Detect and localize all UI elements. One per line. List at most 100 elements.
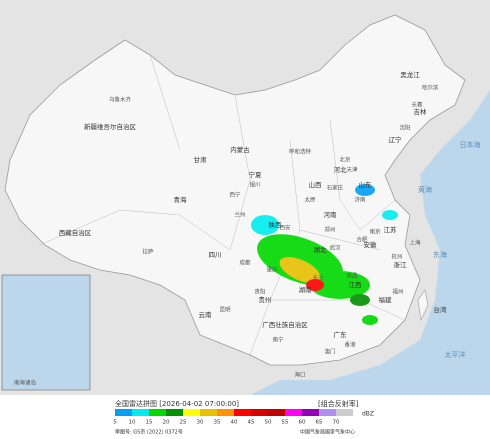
map-label: 银川 <box>249 181 260 189</box>
map-label: 合肥 <box>356 236 368 244</box>
map-label: 香港 <box>344 341 356 349</box>
map-label: 乌鲁木齐 <box>109 96 132 104</box>
map-label: 长沙 <box>312 274 324 282</box>
legend-swatch <box>302 409 319 416</box>
legend-swatch <box>149 409 166 416</box>
map-label: 河北 <box>334 166 348 174</box>
map-label: 青海 <box>174 195 188 204</box>
legend-swatch <box>268 409 285 416</box>
map-label: 上海 <box>409 239 421 247</box>
legend-tick-label: 35 <box>214 420 221 426</box>
legend-tick-label: 60 <box>299 420 306 426</box>
map-label: 江苏 <box>384 225 398 234</box>
footer-left: 审图号: GS京 (2022) 0372号 <box>115 429 183 436</box>
legend-tick-label: 15 <box>146 420 153 426</box>
legend-swatch <box>166 409 183 416</box>
legend-unit: dBZ <box>362 411 374 418</box>
map-label: 太原 <box>304 196 316 204</box>
map-label: 拉萨 <box>142 248 154 256</box>
map-label: 湖南 <box>299 285 313 294</box>
map-label: 台湾 <box>434 305 448 314</box>
map-label: 哈尔滨 <box>422 84 439 92</box>
map-label: 贵阳 <box>254 288 265 296</box>
map-label: 南京 <box>369 228 381 236</box>
map-label: 安徽 <box>364 240 378 249</box>
legend-swatch <box>115 409 132 416</box>
map-label: 呼和浩特 <box>289 148 312 156</box>
map-label: 昆明 <box>219 307 231 314</box>
map-label: 兰州 <box>234 211 245 219</box>
map-label: 贵州 <box>259 295 272 304</box>
legend-tick-label: 50 <box>265 420 272 426</box>
legend-tick-label: 40 <box>231 420 238 426</box>
map-label: 长春 <box>411 101 423 109</box>
map-label: 吉林 <box>414 107 428 116</box>
map-label: 浙江 <box>394 260 408 269</box>
map-label: 重庆 <box>266 266 278 274</box>
map-label: 武汉 <box>329 244 341 252</box>
map-label: 黄海 <box>418 185 432 194</box>
legend-swatch <box>200 409 217 416</box>
map-label: 太平洋 <box>445 350 466 359</box>
legend-swatch <box>319 409 336 416</box>
legend-panel <box>0 395 490 439</box>
map-label: 澳门 <box>324 348 335 356</box>
legend-tick-label: 20 <box>163 420 170 426</box>
legend-title: 全国雷达拼图 [2026-04-02 07:00:00] <box>115 399 239 408</box>
sea-area <box>250 90 490 395</box>
map-label: 四川 <box>209 251 222 259</box>
map-label: 广东 <box>334 330 348 339</box>
map-label: 天津 <box>346 167 358 174</box>
map-label: 云南 <box>199 310 213 319</box>
map-label: 杭州 <box>391 253 402 261</box>
map-label: 辽宁 <box>389 135 403 144</box>
map-label: 郑州 <box>324 226 335 234</box>
map-label: 成都 <box>239 259 251 267</box>
legend-tick-label: 45 <box>248 420 255 426</box>
taiwan <box>417 289 429 322</box>
legend-swatch <box>285 409 302 416</box>
map-label: 山西 <box>309 180 323 189</box>
map-label: 广西壮族自治区 <box>262 320 308 329</box>
map-label: 甘肃 <box>194 155 208 164</box>
legend-product: [组合反射率] <box>318 399 359 408</box>
footer-right: 中国气象局国家气象中心 <box>300 429 355 436</box>
map-label: 北京 <box>339 156 351 164</box>
map-label: 福州 <box>392 288 403 296</box>
map-label: 河南 <box>324 210 338 219</box>
south-china-sea-inset <box>1 274 91 391</box>
map-label: 石家庄 <box>327 184 344 192</box>
legend-tick-label: 5 <box>113 420 117 426</box>
map-label: 东海 <box>433 250 447 259</box>
radar-echoes <box>251 184 398 325</box>
legend-tick-label: 55 <box>282 420 289 426</box>
map-label: 江西 <box>349 281 363 289</box>
map-label: 济南 <box>354 196 366 204</box>
map-label: 黑龙江 <box>400 70 420 79</box>
map-label: 湖北 <box>314 245 328 254</box>
map-label: 西宁 <box>229 191 241 199</box>
legend-tick-label: 10 <box>129 420 136 426</box>
map-label: 宁夏 <box>249 170 263 179</box>
map-label: 陕西 <box>269 220 283 229</box>
legend-swatch <box>217 409 234 416</box>
legend-swatch <box>251 409 268 416</box>
map-label: 日本海 <box>460 140 481 149</box>
map-label: 西安 <box>279 224 291 232</box>
legend-tick-label: 65 <box>316 420 323 426</box>
map-label: 南宁 <box>272 336 284 344</box>
legend-tick-label: 30 <box>197 420 204 426</box>
legend-tick-label: 25 <box>180 420 187 426</box>
map-label: 福建 <box>379 295 393 304</box>
map-label: 南海诸岛 <box>14 379 37 387</box>
map-label: 新疆维吾尔自治区 <box>84 122 137 131</box>
legend-tick-label: 70 <box>333 420 340 426</box>
map-label: 南昌 <box>346 272 357 280</box>
map-label: 内蒙古 <box>230 145 250 154</box>
map-label: 山东 <box>359 180 373 189</box>
legend-swatch <box>183 409 200 416</box>
legend-swatch <box>336 409 353 416</box>
map-label: 西藏自治区 <box>59 228 92 237</box>
map-label: 沈阳 <box>399 124 410 132</box>
